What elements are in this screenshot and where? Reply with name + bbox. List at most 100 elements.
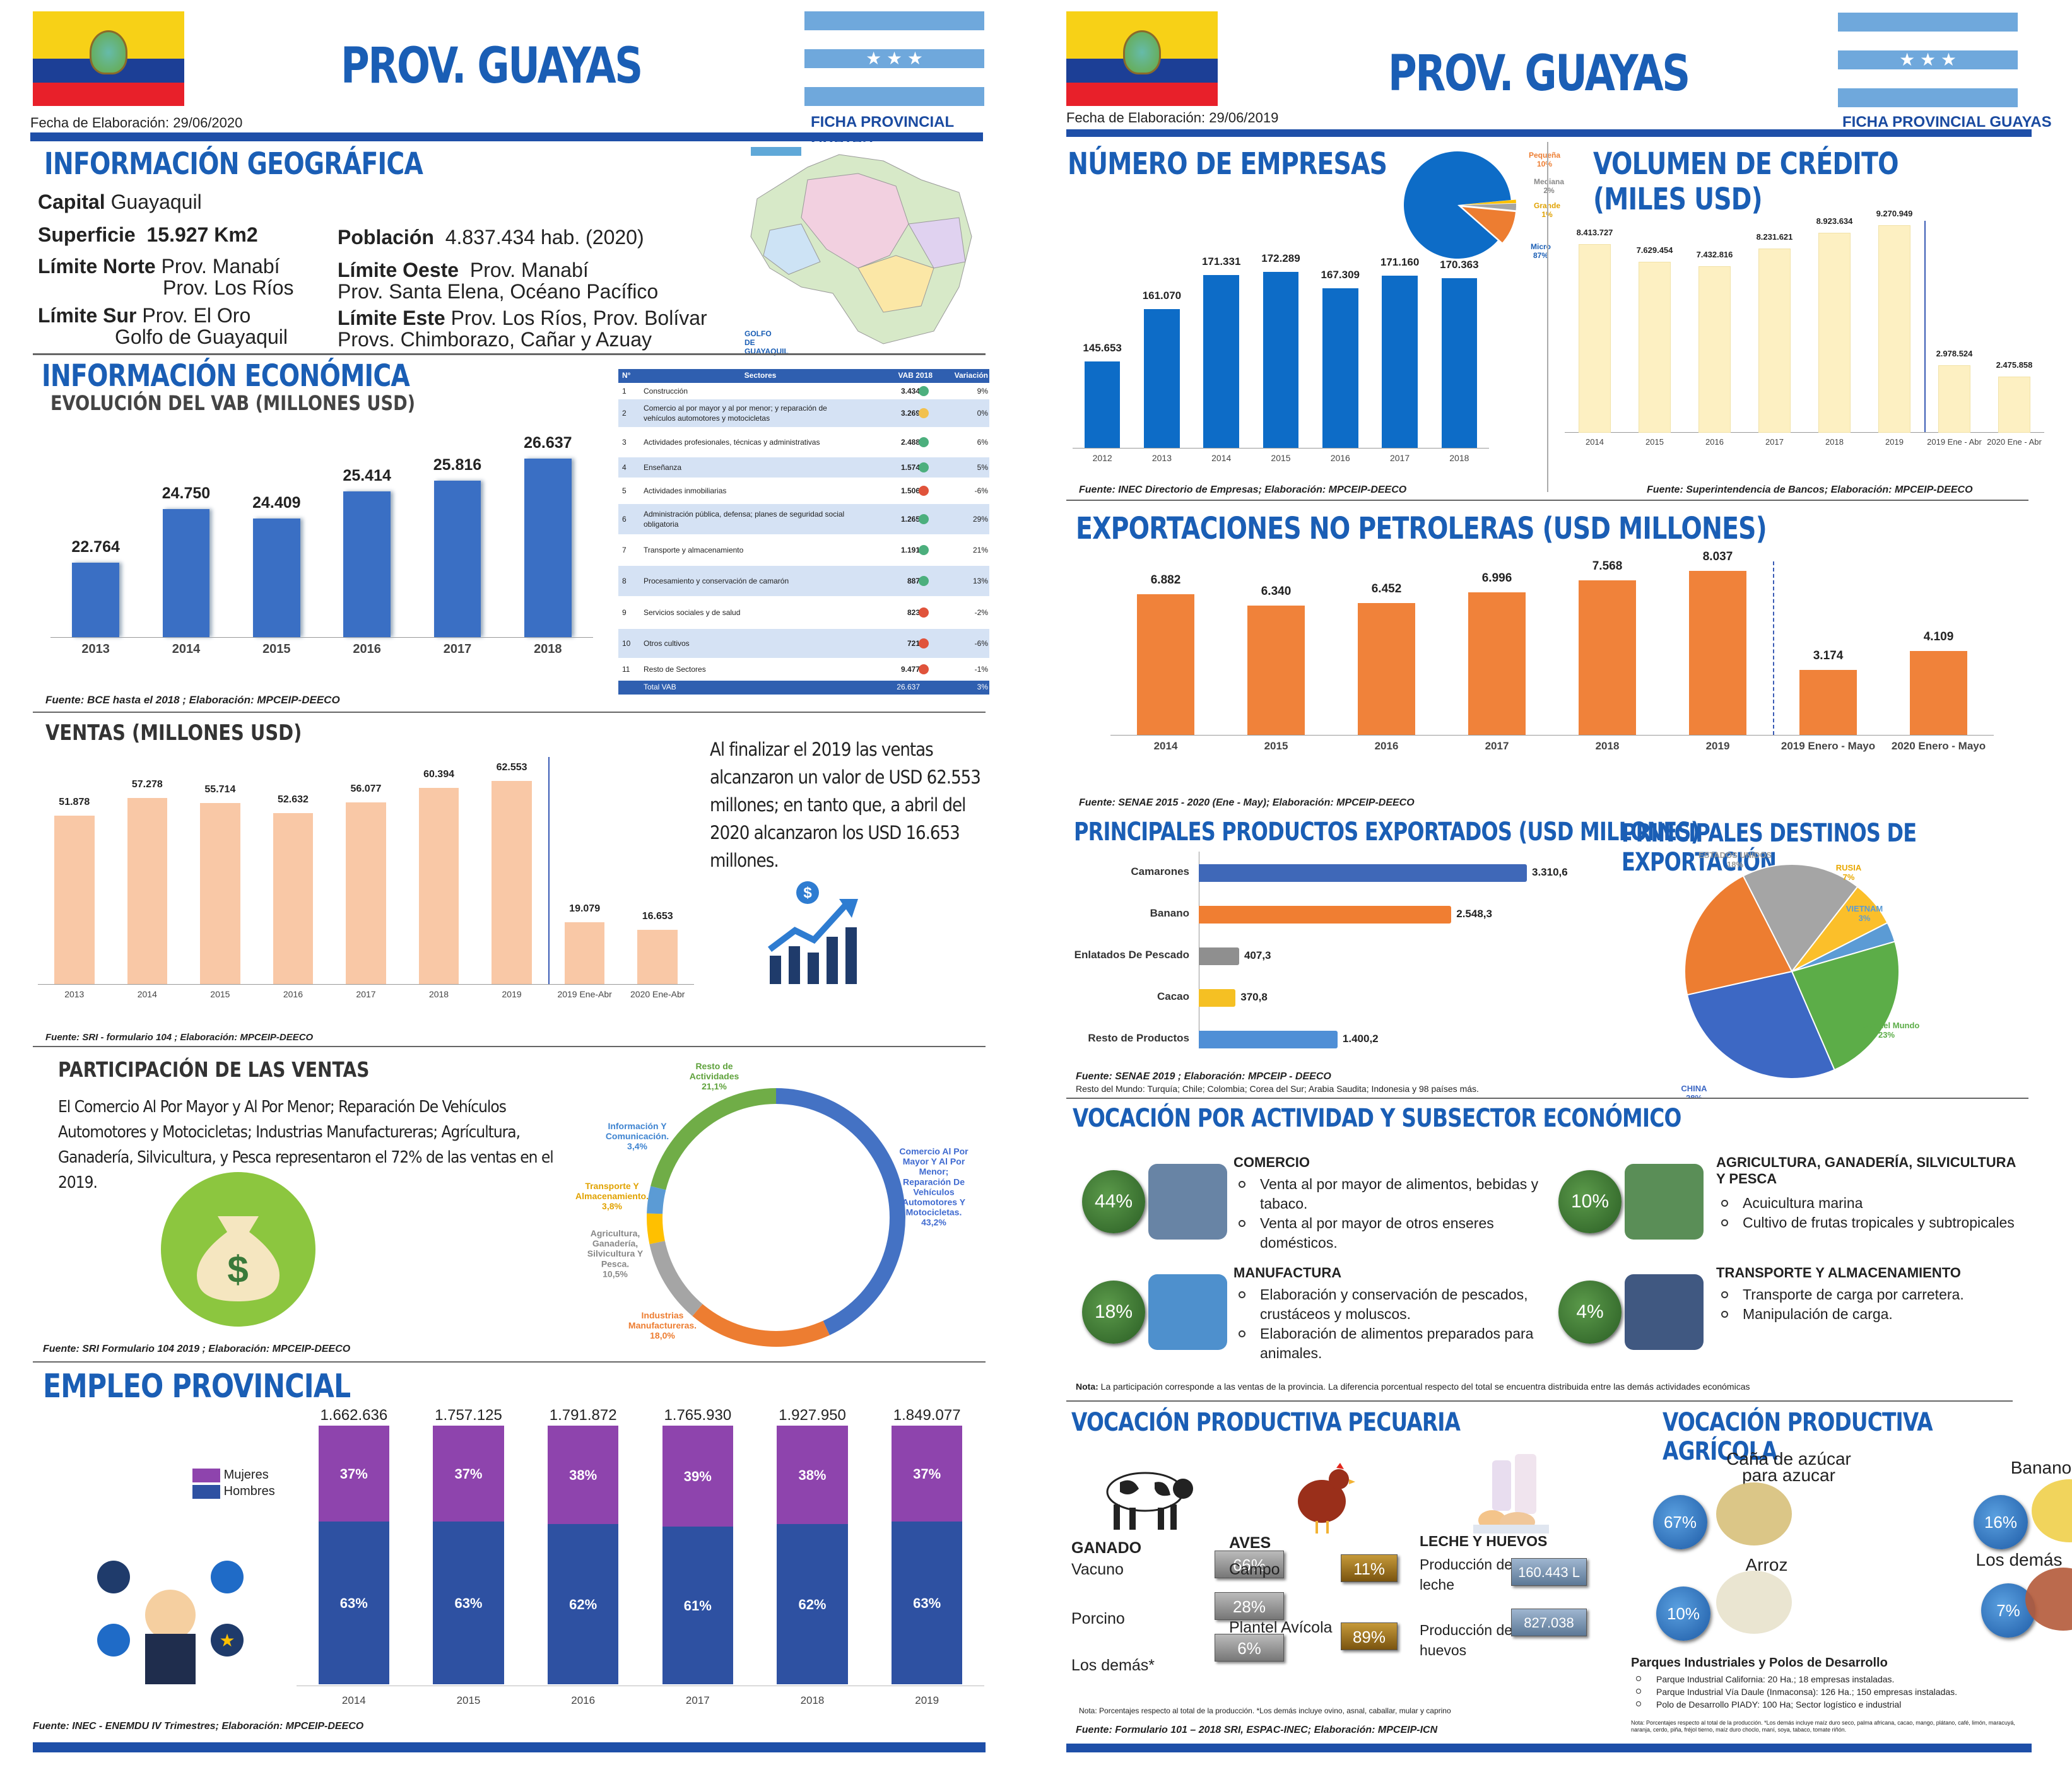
table-row: 8 Procesamiento y conservación de camarón…: [618, 566, 989, 596]
sup-value: 15.927 Km2: [146, 223, 258, 246]
table-cell: Otros cultivos: [644, 639, 690, 648]
variation-dot: [919, 576, 929, 586]
divider: [1066, 1400, 2013, 1402]
data-label: 9.270.949: [1876, 209, 1913, 219]
bar: [637, 930, 678, 984]
bar-mujeres: [891, 1426, 963, 1522]
table-cell: -6%: [974, 486, 988, 495]
sup-key: Superficie: [38, 223, 136, 246]
data-label: 19.079: [569, 903, 601, 914]
ganado-label: GANADO: [1071, 1539, 1142, 1557]
table-cell: Servicios sociales y de salud: [644, 608, 741, 617]
data-label: 7.432.816: [1696, 249, 1733, 259]
variation-dot: [919, 408, 929, 418]
header-rule: [1066, 129, 2032, 137]
tick-label: 2013: [81, 642, 110, 656]
tick-label: 2015: [210, 989, 230, 999]
right-page: PROV. GUAYAS ★ ★ ★ Fecha de Elaboración:…: [1060, 0, 2072, 1777]
export-heading: EXPORTACIONES NO PETROLERAS (USD MILLONE…: [1076, 511, 1767, 546]
prod-heading: PRINCIPALES PRODUCTOS EXPORTADOS (USD MI…: [1074, 818, 1700, 847]
fecha: Fecha de Elaboración: 29/06/2019: [1066, 110, 1279, 126]
data-label: 25.414: [343, 467, 391, 484]
tick-label: 2020 Ene-Abr: [630, 989, 685, 999]
table-cell: Transporte y almacenamiento: [644, 546, 744, 554]
table-cell: Resto de Sectores: [644, 665, 706, 674]
porcino-label: Porcino: [1071, 1610, 1125, 1627]
slice-label-line: Silvicultura Y: [587, 1248, 644, 1258]
bar: [343, 491, 391, 637]
crop-icon: [1716, 1482, 1792, 1545]
bar: [1799, 670, 1857, 735]
sur-value2: Golfo de Guayaquil: [115, 325, 288, 348]
bar: [1579, 245, 1611, 432]
divider: [33, 1361, 986, 1363]
bar: [162, 509, 210, 637]
slice-label-line: 10,5%: [603, 1269, 628, 1279]
table-row: 4 Enseñanza 1.574 5%: [618, 457, 989, 478]
table-cell: 5: [622, 486, 627, 495]
bar: [1322, 288, 1358, 448]
slice-label-line: Automotores Y: [902, 1197, 966, 1207]
crop-icon: [2032, 1479, 2072, 1542]
tick-label: 2016: [571, 1694, 596, 1706]
norte-value2: Prov. Los Ríos: [163, 276, 294, 299]
total-label: 1.791.872: [549, 1407, 617, 1424]
pie-label-line: Micro: [1531, 242, 1551, 251]
slice-label-line: Agricultura,: [591, 1228, 640, 1238]
pie-label-line: RUSIA: [1836, 863, 1862, 872]
sur-value: Prov. El Oro: [142, 304, 251, 327]
total-cell: 3%: [977, 683, 988, 691]
tick-label: 2015: [262, 642, 291, 656]
bullet-icon: [1721, 1219, 1728, 1226]
pct-circle: 4%: [1558, 1281, 1622, 1344]
guayas-flag: ★ ★ ★: [1838, 13, 2018, 107]
data-label: 6.882: [1150, 573, 1181, 587]
bar: [1358, 603, 1415, 735]
x-axis: [1073, 448, 1489, 449]
part-text: El Comercio Al Por Mayor y Al Por Menor;…: [58, 1098, 554, 1192]
data-label: 2.548,3: [1456, 908, 1492, 920]
data-label: 4.109: [1923, 630, 1954, 644]
pie-label-line: 18%: [1727, 860, 1743, 869]
bar-hombres: [433, 1521, 504, 1684]
table-cell: -2%: [974, 608, 988, 617]
empresas-chart: 145.653 2012 161.070 2013 171.331 2014 172.289…: [1073, 240, 1489, 479]
data-label: 7.568: [1592, 560, 1623, 573]
tick-label: 2015: [1271, 453, 1291, 463]
bar: [1441, 278, 1478, 448]
pie-label-line: 3%: [1859, 913, 1871, 923]
total-label: 1.757.125: [435, 1407, 502, 1424]
slice-label: Comercio Al Por Mayor Y Al Por Menor; Repar…: [899, 1146, 968, 1228]
total-label: 1.765.930: [664, 1407, 732, 1424]
pct-circle: 16%: [1974, 1495, 2028, 1549]
data-label: 63%: [454, 1595, 483, 1611]
pie-slice: [1684, 875, 1793, 996]
agr-heading: VOCACIÓN PRODUCTIVA AGRÍCOLA: [1663, 1408, 1933, 1466]
slice-label-line: Resto de: [695, 1061, 733, 1071]
data-label: 56.077: [350, 783, 382, 794]
data-label: 161.070: [1142, 290, 1182, 302]
data-label: 37%: [454, 1465, 483, 1482]
pie-label: Mediana 2%: [1534, 177, 1564, 195]
demas-value: 6%: [1215, 1634, 1284, 1662]
data-label: 8.231.621: [1756, 232, 1793, 242]
period-divider: [1773, 561, 1774, 735]
data-label: 8.923.634: [1816, 216, 1853, 226]
table-cell: 3.434: [900, 387, 920, 396]
oeste-value: Prov. Manabí: [469, 259, 589, 281]
tick-label: 2018: [1449, 453, 1469, 463]
table-cell: 721: [907, 639, 920, 648]
pie-slice: [1742, 864, 1859, 973]
footer-rule: [1066, 1744, 2032, 1752]
bar-hombres: [891, 1521, 963, 1684]
porcino-value: 28%: [1215, 1592, 1284, 1620]
data-label: 8.413.727: [1576, 228, 1613, 238]
tick-label: 2017: [1765, 437, 1784, 447]
header-cell: Variación: [954, 371, 988, 380]
pie-slice: [1462, 203, 1516, 211]
bar: [1137, 594, 1194, 735]
bar: [1199, 906, 1452, 924]
bar: [1468, 592, 1526, 735]
bullet-icon: [1636, 1689, 1641, 1694]
